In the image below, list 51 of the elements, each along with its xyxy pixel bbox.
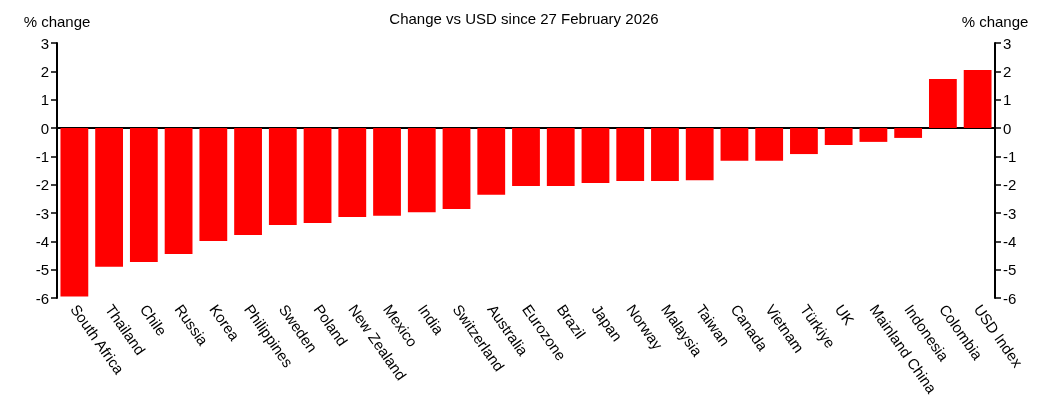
bar: [407, 128, 436, 213]
bar: [963, 69, 992, 128]
y-tick-label: 1: [40, 91, 49, 109]
y-tick-label: 0: [40, 119, 49, 137]
bar: [129, 128, 158, 263]
y2-tick-label: -6: [1003, 289, 1017, 307]
bar: [234, 128, 262, 236]
bar: [651, 128, 679, 181]
bar: [824, 128, 853, 145]
y-tick-label: 2: [40, 62, 49, 80]
bar: [546, 128, 575, 187]
y-tick-label: -3: [35, 204, 49, 222]
y2-tick-label: -1: [1003, 147, 1017, 165]
y2-tick-label: 1: [1003, 91, 1012, 109]
y2-tick-label: -4: [1003, 232, 1017, 250]
y-axis-title: % change: [23, 13, 91, 30]
bar: [268, 128, 297, 225]
bar: [199, 128, 228, 242]
bar: [164, 128, 193, 255]
y2-axis-title: % change: [961, 13, 1029, 30]
y-tick-label: -2: [35, 176, 49, 194]
y-tick-label: -1: [35, 147, 49, 165]
bar: [755, 128, 784, 161]
bar: [685, 128, 714, 181]
bar: [373, 128, 401, 216]
bar: [442, 128, 471, 210]
y2-tick-label: 2: [1003, 62, 1012, 80]
y-tick-label: -6: [35, 289, 49, 307]
bar: [616, 128, 645, 181]
chart-title: Change vs USD since 27 February 2026: [389, 10, 659, 27]
y-tick-label: -4: [35, 232, 49, 250]
y2-tick-label: -3: [1003, 204, 1017, 222]
bar: [477, 128, 506, 195]
bar: [581, 128, 610, 183]
y-tick-label: -5: [35, 261, 49, 279]
bar: [720, 128, 749, 161]
bar: [60, 128, 89, 297]
bar: [303, 128, 332, 223]
y2-tick-label: 3: [1003, 34, 1012, 52]
bar: [859, 128, 888, 142]
bar: [928, 78, 957, 128]
bar: [894, 128, 923, 138]
x-tick-label: UK: [831, 301, 858, 328]
y2-tick-label: -2: [1003, 176, 1017, 194]
y2-tick-label: 0: [1003, 119, 1012, 137]
bar: [95, 128, 124, 267]
y-tick-label: 3: [40, 34, 49, 52]
bar: [338, 128, 367, 217]
y2-tick-label: -5: [1003, 261, 1017, 279]
bar: [790, 128, 818, 155]
bar: [512, 128, 540, 187]
